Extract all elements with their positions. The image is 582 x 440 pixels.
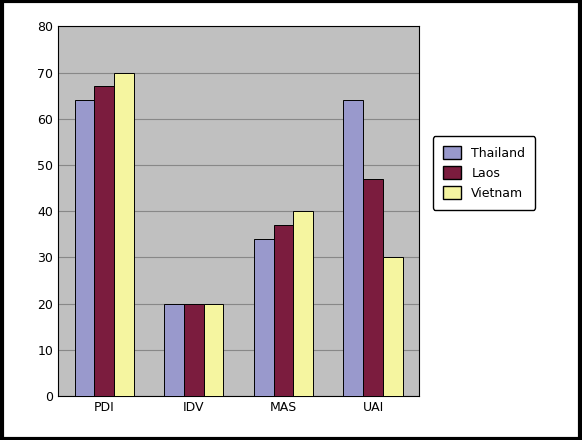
Legend: Thailand, Laos, Vietnam: Thailand, Laos, Vietnam [432, 136, 535, 209]
Bar [293, 211, 313, 396]
Bar [254, 239, 274, 396]
Bar [184, 304, 204, 396]
Bar [204, 304, 223, 396]
Bar [383, 257, 403, 396]
Bar [363, 179, 383, 396]
Bar [94, 86, 114, 396]
Bar [343, 100, 363, 396]
Bar [274, 225, 293, 396]
Bar [164, 304, 184, 396]
Bar [74, 100, 94, 396]
Bar [114, 73, 134, 396]
